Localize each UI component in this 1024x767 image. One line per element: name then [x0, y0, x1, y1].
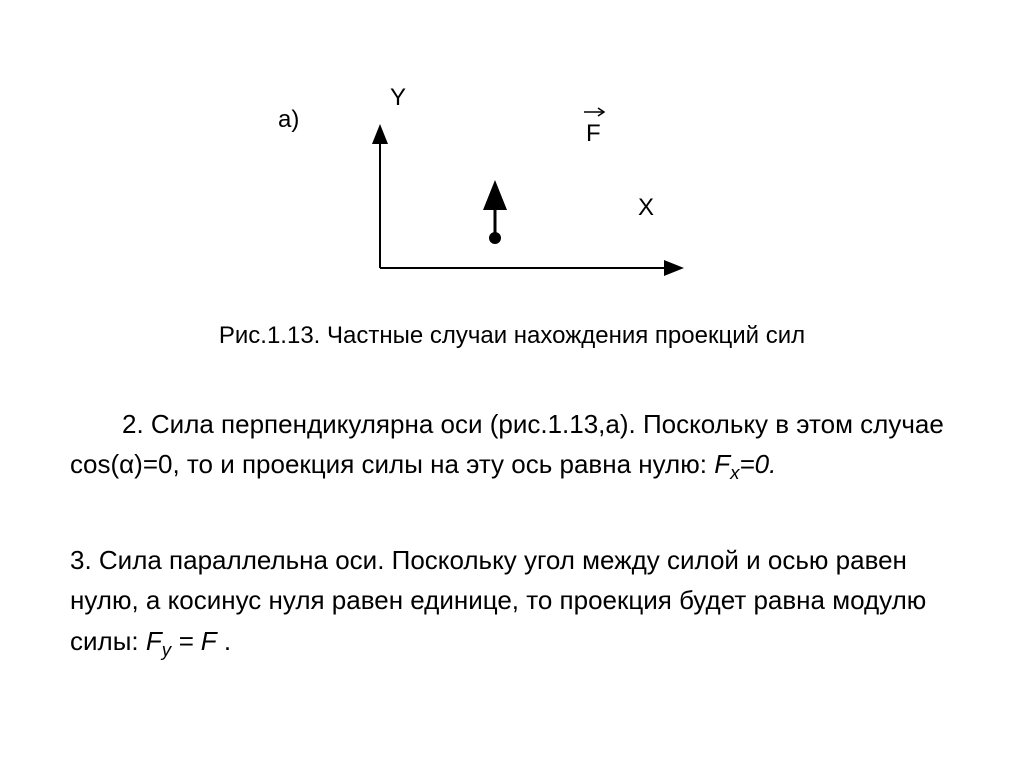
panel-label: а) — [278, 106, 299, 134]
y-axis-label: Y — [390, 84, 406, 112]
paragraph-2: 2. Сила перпендикулярна оси (рис.1.13,а)… — [70, 404, 954, 487]
diagram-panel-a: а) Y X F — [280, 90, 700, 270]
paragraph-3: 3. Сила параллельна оси. Поскольку угол … — [70, 540, 954, 664]
force-label: F — [586, 120, 601, 148]
x-axis-label: X — [638, 194, 654, 222]
para3-eq-mid: = — [171, 626, 201, 656]
force-label-text: F — [586, 120, 601, 147]
para2-eq-F: F — [714, 449, 730, 479]
para3-eq-sub: y — [162, 639, 171, 660]
para3-eq-tail: . — [217, 626, 231, 656]
para3-eq-F2: F — [201, 626, 217, 656]
para3-eq-F1: F — [146, 626, 162, 656]
alpha-symbol: α — [119, 449, 134, 479]
axes-svg — [280, 118, 700, 298]
para2-eq-tail: =0. — [739, 449, 776, 479]
force-vector-arrow-icon — [584, 106, 608, 118]
para2-mid: )=0, то и проекция силы на эту ось равна… — [134, 449, 714, 479]
figure-caption: Рис.1.13. Частные случаи нахождения прое… — [0, 322, 1024, 350]
force-origin-dot — [489, 232, 501, 244]
